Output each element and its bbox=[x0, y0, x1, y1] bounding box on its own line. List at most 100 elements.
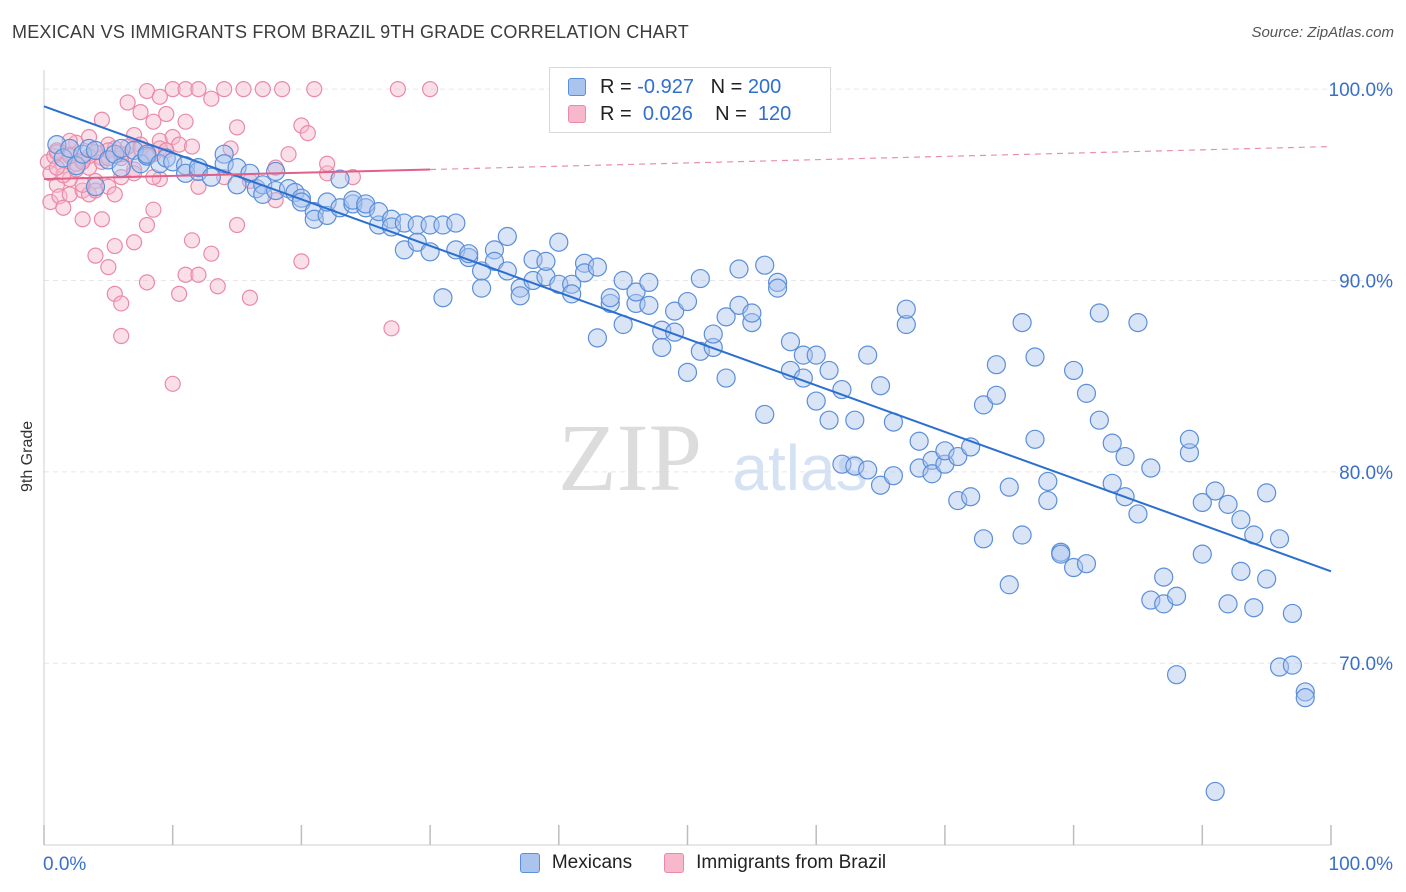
point-mexicans bbox=[1282, 655, 1302, 675]
point-mexicans bbox=[1128, 504, 1148, 524]
point-mexicans bbox=[858, 460, 878, 480]
point-mexicans bbox=[858, 345, 878, 365]
x-tick-label: 100.0% bbox=[1329, 854, 1394, 875]
point-mexicans bbox=[948, 446, 968, 467]
point-mexicans bbox=[639, 295, 659, 315]
point-brazil bbox=[106, 237, 123, 255]
point-mexicans bbox=[1192, 544, 1212, 564]
point-brazil bbox=[171, 285, 188, 302]
axes bbox=[43, 70, 1332, 846]
point-mexicans bbox=[961, 487, 981, 507]
point-brazil bbox=[138, 216, 156, 234]
point-brazil bbox=[132, 103, 149, 121]
point-mexicans bbox=[677, 291, 698, 312]
point-brazil bbox=[299, 125, 316, 142]
point-mexicans bbox=[1038, 490, 1058, 511]
point-mexicans bbox=[870, 376, 891, 396]
point-mexicans bbox=[1076, 383, 1097, 403]
series-immigrants-from-brazil bbox=[39, 81, 439, 392]
legend-swatch-blue bbox=[568, 78, 586, 96]
point-mexicans bbox=[767, 278, 788, 298]
point-mexicans bbox=[1166, 586, 1187, 606]
correlation-legend: R = -0.927 N = 200 R = 0.026 N = 120 bbox=[549, 67, 831, 133]
point-brazil bbox=[190, 178, 207, 195]
point-brazil bbox=[164, 81, 181, 98]
legend-n-label: N = bbox=[715, 102, 747, 125]
watermark: ZIP atlas bbox=[558, 404, 868, 511]
point-brazil bbox=[158, 105, 175, 123]
legend-row-mexicans: R = -0.927 N = 200 bbox=[568, 74, 781, 100]
trend-line-brazil bbox=[43, 168, 431, 181]
point-mexicans bbox=[948, 490, 968, 511]
point-mexicans bbox=[973, 529, 994, 549]
point-brazil bbox=[106, 186, 123, 203]
point-brazil bbox=[138, 274, 156, 291]
point-brazil bbox=[235, 81, 252, 98]
point-mexicans bbox=[780, 332, 801, 352]
point-mexicans bbox=[1218, 594, 1238, 614]
point-mexicans bbox=[1295, 682, 1315, 702]
chart-title: MEXICAN VS IMMIGRANTS FROM BRAZIL 9TH GR… bbox=[12, 22, 689, 42]
point-mexicans bbox=[1231, 510, 1251, 530]
point-brazil bbox=[164, 375, 181, 392]
point-mexicans bbox=[742, 303, 762, 323]
point-mexicans bbox=[870, 475, 891, 495]
legend-item-brazil[interactable]: Immigrants from Brazil bbox=[664, 852, 886, 874]
point-brazil bbox=[74, 211, 91, 228]
point-mexicans bbox=[600, 293, 620, 314]
point-brazil bbox=[145, 113, 162, 130]
point-mexicans bbox=[1025, 429, 1045, 449]
point-mexicans bbox=[446, 213, 466, 233]
point-mexicans bbox=[1282, 603, 1302, 624]
point-mexicans bbox=[999, 477, 1019, 497]
point-mexicans bbox=[330, 169, 350, 189]
y-tick-label: 80.0% bbox=[1339, 463, 1393, 484]
point-mexicans bbox=[497, 226, 517, 247]
point-mexicans bbox=[1218, 494, 1238, 514]
point-brazil bbox=[93, 211, 111, 228]
point-brazil bbox=[106, 285, 123, 302]
point-mexicans bbox=[536, 251, 556, 271]
point-mexicans bbox=[639, 272, 659, 293]
point-mexicans bbox=[806, 391, 826, 411]
series-mexicans bbox=[47, 135, 1315, 802]
legend-n-value: 120 bbox=[757, 102, 792, 125]
series-legend: Mexicans Immigrants from Brazil bbox=[0, 852, 1406, 874]
point-brazil bbox=[228, 216, 246, 234]
legend-swatch-pink bbox=[568, 105, 586, 123]
point-brazil bbox=[151, 88, 168, 105]
point-mexicans bbox=[613, 270, 633, 291]
point-mexicans bbox=[845, 410, 865, 430]
point-mexicans bbox=[381, 217, 402, 237]
point-mexicans bbox=[1012, 525, 1032, 545]
point-mexicans bbox=[922, 450, 942, 470]
point-mexicans bbox=[1166, 665, 1187, 685]
point-brazil bbox=[119, 94, 136, 111]
point-mexicans bbox=[1192, 492, 1212, 513]
watermark-zip: ZIP bbox=[558, 404, 702, 511]
point-mexicans bbox=[484, 240, 505, 260]
point-mexicans bbox=[1269, 529, 1290, 549]
point-mexicans bbox=[1205, 781, 1225, 802]
point-mexicans bbox=[1231, 561, 1251, 581]
legend-row-brazil: R = 0.026 N = 120 bbox=[568, 101, 791, 127]
point-mexicans bbox=[690, 341, 710, 361]
point-brazil bbox=[100, 258, 117, 276]
point-mexicans bbox=[1141, 590, 1161, 610]
trend-lines bbox=[43, 105, 1332, 573]
legend-item-mexicans[interactable]: Mexicans bbox=[519, 852, 632, 874]
point-mexicans bbox=[845, 456, 865, 476]
point-brazil bbox=[125, 234, 143, 251]
point-mexicans bbox=[716, 368, 736, 388]
point-mexicans bbox=[433, 288, 453, 308]
point-mexicans bbox=[986, 385, 1006, 405]
point-mexicans bbox=[832, 379, 852, 400]
point-mexicans bbox=[755, 404, 775, 425]
point-mexicans bbox=[677, 362, 698, 382]
point-mexicans bbox=[922, 464, 942, 484]
point-mexicans bbox=[85, 177, 106, 197]
legend-label-brazil: Immigrants from Brazil bbox=[696, 852, 887, 873]
point-mexicans bbox=[137, 144, 157, 164]
point-mexicans bbox=[1179, 443, 1200, 463]
point-mexicans bbox=[214, 154, 234, 174]
